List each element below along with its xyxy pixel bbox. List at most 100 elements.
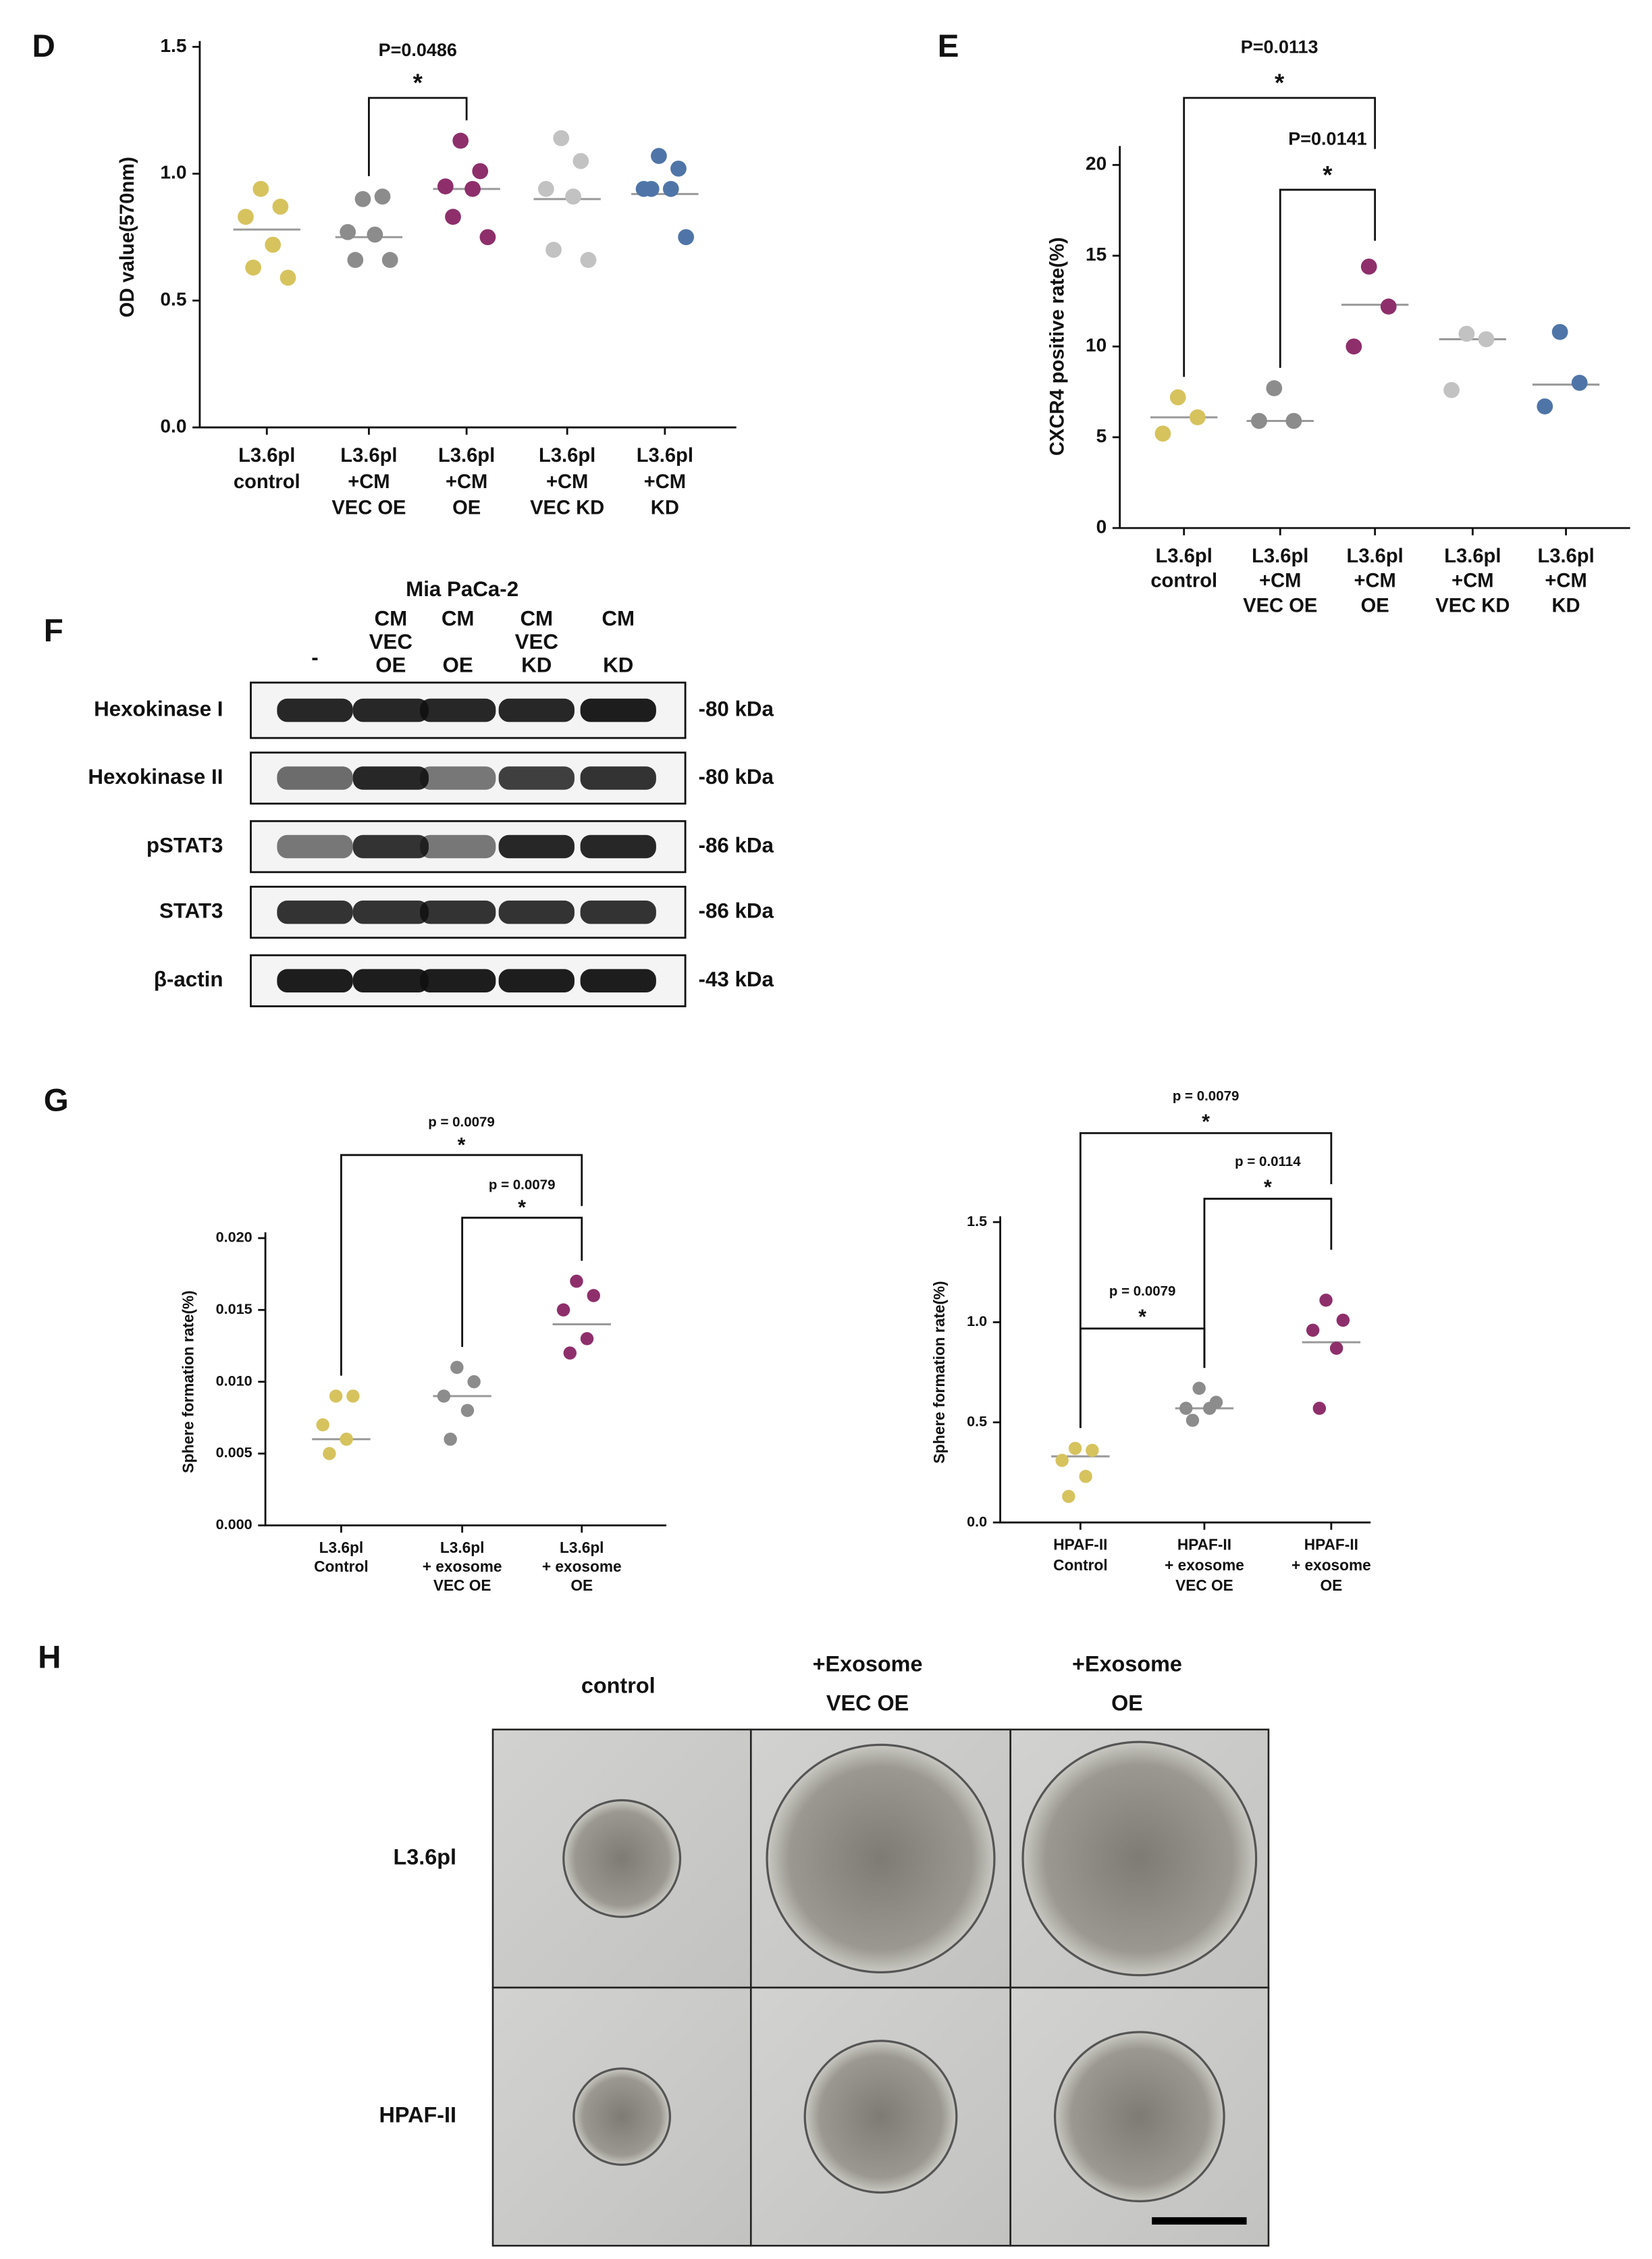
p-value: p = 0.0114 bbox=[1235, 1154, 1301, 1169]
data-point bbox=[354, 190, 371, 207]
data-point bbox=[1068, 1441, 1082, 1456]
data-point bbox=[238, 209, 254, 225]
data-point bbox=[445, 209, 461, 225]
x-tick-label: L3.6pl bbox=[438, 445, 495, 467]
data-point bbox=[444, 1433, 457, 1446]
significance-star: * bbox=[1264, 1176, 1272, 1198]
row-label: HPAF-II bbox=[379, 2103, 456, 2127]
significance-bracket bbox=[461, 1217, 583, 1348]
data-point bbox=[563, 1346, 577, 1360]
lane-label: - bbox=[311, 646, 318, 670]
x-tick-label: HPAF-II bbox=[1053, 1536, 1107, 1553]
y-tick-label: 1.5 bbox=[160, 35, 186, 56]
blot-band bbox=[498, 834, 575, 859]
x-tick-label: VEC KD bbox=[530, 498, 604, 519]
x-tick-label: L3.6pl bbox=[319, 1539, 363, 1556]
size-label: -86 kDa bbox=[699, 833, 774, 857]
y-tick-label: 0.0 bbox=[967, 1513, 987, 1530]
y-tick-label: 1.5 bbox=[967, 1213, 987, 1229]
y-axis-label: Sphere formation rate(%) bbox=[180, 1290, 197, 1473]
blot-band bbox=[498, 698, 575, 722]
blot-band bbox=[580, 834, 656, 859]
data-point bbox=[479, 229, 496, 246]
x-tick-label: L3.6pl bbox=[1347, 546, 1404, 567]
y-tick-label: 0.5 bbox=[160, 289, 186, 310]
data-point bbox=[587, 1289, 600, 1302]
data-point bbox=[1203, 1402, 1217, 1415]
data-point bbox=[1285, 413, 1302, 429]
y-tick-label: 0.020 bbox=[216, 1229, 252, 1246]
lane-label: KD bbox=[521, 654, 552, 677]
x-tick-label: control bbox=[1150, 570, 1217, 592]
x-tick-label: + exosome bbox=[542, 1558, 622, 1575]
lane-label: CM bbox=[374, 606, 407, 630]
spheroid bbox=[803, 2040, 958, 2194]
axis-line bbox=[198, 41, 737, 429]
data-point bbox=[1360, 259, 1377, 275]
y-tick-label: 1.0 bbox=[967, 1312, 987, 1329]
significance-star: * bbox=[1138, 1306, 1146, 1329]
data-point bbox=[1055, 1454, 1069, 1467]
y-tick-label: 0.5 bbox=[967, 1412, 987, 1429]
lane-label: KD bbox=[603, 654, 633, 677]
data-point bbox=[265, 236, 282, 253]
y-axis-label: OD value(570nm) bbox=[117, 157, 138, 317]
x-tick-label: + exosome bbox=[1291, 1556, 1371, 1574]
blot-band bbox=[420, 969, 496, 992]
y-tick-label: 10 bbox=[1086, 335, 1107, 356]
data-point bbox=[1443, 381, 1460, 398]
data-point bbox=[1380, 298, 1397, 315]
column-header: +Exosome bbox=[1072, 1651, 1182, 1676]
data-point bbox=[323, 1447, 336, 1460]
axis-line bbox=[999, 1216, 1371, 1524]
data-point bbox=[1458, 325, 1475, 342]
protein-label: β-actin bbox=[154, 967, 223, 991]
data-point bbox=[381, 252, 398, 268]
data-point bbox=[329, 1389, 343, 1403]
data-point bbox=[1169, 389, 1186, 406]
spheroid bbox=[1053, 2031, 1225, 2203]
data-point bbox=[367, 226, 383, 243]
significance-bracket bbox=[1183, 97, 1377, 377]
data-point bbox=[452, 132, 469, 149]
size-label: -43 kDa bbox=[699, 967, 774, 991]
significance-bracket bbox=[1279, 188, 1377, 368]
column-header: control bbox=[581, 1674, 656, 1698]
p-value: p = 0.0079 bbox=[428, 1115, 495, 1130]
x-tick-label: VEC KD bbox=[1435, 595, 1510, 616]
data-point bbox=[472, 163, 489, 180]
data-point bbox=[1345, 338, 1362, 355]
y-axis-label: CXCR4 positive rate(%) bbox=[1047, 237, 1069, 456]
data-point bbox=[572, 153, 589, 169]
x-tick-label: VEC OE bbox=[1175, 1576, 1233, 1594]
x-tick-label: HPAF-II bbox=[1177, 1536, 1231, 1553]
y-axis-label: Sphere formation rate(%) bbox=[930, 1281, 948, 1464]
significance-star: * bbox=[413, 69, 423, 97]
blot-band bbox=[420, 834, 496, 859]
size-label: -86 kDa bbox=[699, 899, 774, 922]
blot-band bbox=[277, 834, 353, 859]
data-point bbox=[1086, 1443, 1099, 1457]
y-tick-label: 0.000 bbox=[216, 1516, 252, 1533]
data-point bbox=[1319, 1294, 1333, 1307]
blot-band bbox=[352, 834, 429, 859]
x-tick-label: +CM bbox=[446, 471, 487, 493]
x-tick-label: +CM bbox=[644, 471, 686, 493]
x-tick-label: L3.6pl bbox=[1444, 546, 1501, 567]
data-point bbox=[556, 1303, 570, 1317]
y-tick-label: 1.0 bbox=[160, 162, 186, 183]
data-point bbox=[1251, 413, 1267, 429]
protein-label: Hexokinase I bbox=[94, 697, 223, 720]
blot-band bbox=[352, 900, 429, 924]
data-point bbox=[1192, 1381, 1206, 1396]
blot-band bbox=[352, 698, 429, 722]
data-point bbox=[1154, 425, 1171, 442]
x-tick-label: L3.6pl bbox=[238, 445, 295, 467]
data-point bbox=[1079, 1470, 1092, 1483]
data-point bbox=[346, 1389, 360, 1403]
x-tick-label: VEC OE bbox=[433, 1576, 491, 1594]
p-value: P=0.0141 bbox=[1288, 129, 1366, 149]
y-tick-label: 5 bbox=[1096, 425, 1107, 446]
data-point bbox=[467, 1375, 481, 1389]
lane-label: VEC bbox=[369, 630, 412, 654]
